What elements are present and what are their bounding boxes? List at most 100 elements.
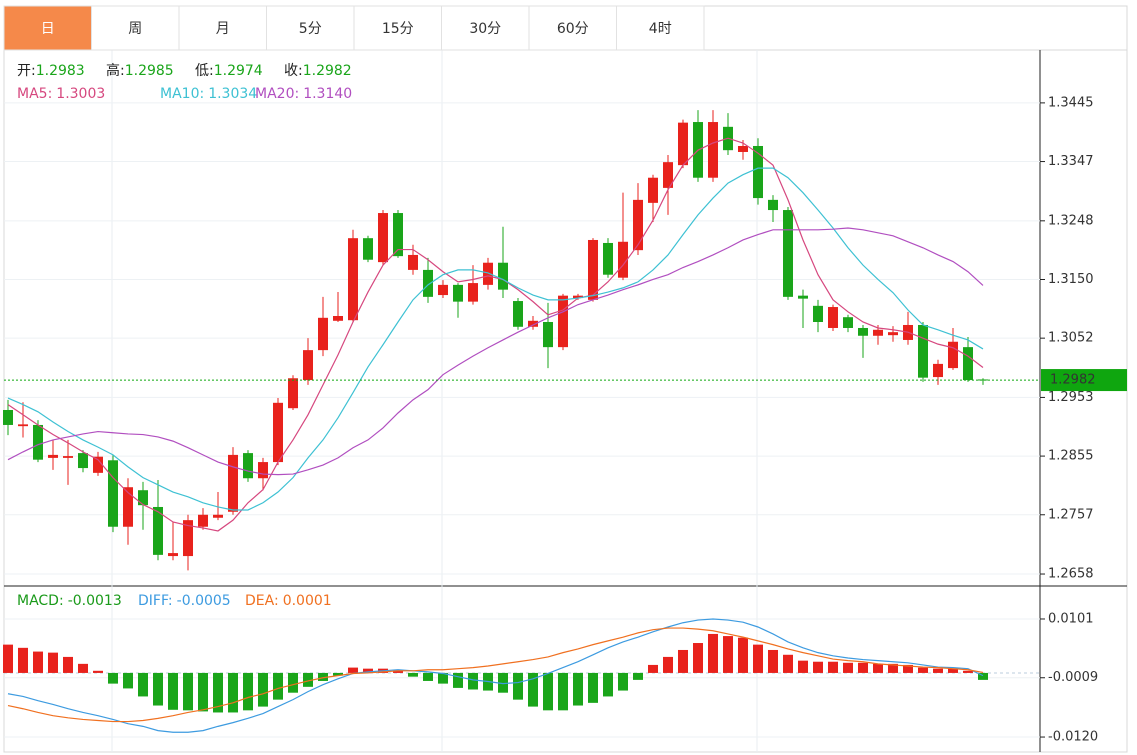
histogram-bar — [603, 672, 613, 697]
histogram-bar — [858, 662, 868, 673]
histogram-bar — [798, 660, 808, 673]
histogram-bar — [753, 644, 763, 673]
legend-entry: DEA: 0.0001 — [245, 593, 332, 609]
histogram-bar — [948, 668, 958, 673]
histogram-bar — [903, 664, 913, 673]
histogram-bar — [258, 672, 268, 707]
candle-body — [48, 454, 58, 458]
histogram-bar — [93, 670, 103, 673]
candle-body — [138, 490, 148, 506]
candle-body — [963, 347, 973, 381]
candle-body — [423, 269, 433, 297]
histogram-bar — [198, 672, 208, 712]
y-tick-label: 1.3347 — [1048, 154, 1094, 169]
tab-label[interactable]: 30分 — [469, 21, 501, 37]
candle-body — [183, 520, 193, 557]
histogram-bar — [333, 672, 343, 676]
y-tick-label: 1.2855 — [1048, 449, 1094, 464]
candle-body — [273, 402, 283, 463]
y-tick-label: -0.0120 — [1048, 730, 1098, 745]
tab[interactable] — [528, 5, 617, 51]
histogram-bar — [693, 643, 703, 673]
tab[interactable] — [266, 5, 355, 51]
histogram-bar — [438, 672, 448, 684]
readout-label: 高: — [106, 62, 125, 79]
candle-body — [498, 262, 508, 290]
candle-body — [573, 295, 583, 299]
histogram-bar — [168, 672, 178, 710]
series-line — [7, 618, 984, 733]
histogram-bar — [288, 672, 298, 693]
candle-body — [753, 145, 763, 199]
histogram-bar — [573, 672, 583, 706]
histogram-bar — [828, 661, 838, 673]
last-price-label: 1.2982 — [1050, 373, 1096, 388]
y-tick-label: 1.3445 — [1048, 95, 1094, 110]
candle-body — [468, 283, 478, 302]
tab[interactable] — [3, 5, 92, 51]
legend-value: 1.3003 — [56, 86, 105, 102]
legend-entry: MA10: 1.3034 — [160, 86, 257, 102]
readout-value: 1.2974 — [214, 63, 263, 79]
y-tick-label: 1.3150 — [1048, 272, 1094, 287]
candle-body — [213, 514, 223, 518]
candle-body — [348, 238, 358, 321]
histogram-bar — [633, 672, 643, 680]
histogram-bar — [273, 672, 283, 700]
histogram-bar — [393, 670, 403, 673]
legend-name: MACD: — [17, 593, 64, 609]
histogram-bar — [48, 652, 58, 673]
histogram-bar — [303, 672, 313, 687]
histogram-bar — [18, 647, 28, 673]
candle-body — [798, 295, 808, 299]
candle-body — [243, 453, 253, 479]
candle-body — [168, 553, 178, 557]
legend-value: 1.3140 — [303, 86, 352, 102]
candle-body — [453, 284, 463, 302]
candle-body — [18, 424, 28, 427]
candle-body — [543, 321, 553, 348]
candle-body — [198, 514, 208, 527]
candle-body — [408, 254, 418, 270]
candle-body — [78, 453, 88, 469]
histogram-bar — [978, 672, 988, 680]
y-tick-label: 1.3052 — [1048, 331, 1094, 346]
y-tick-label: 1.2953 — [1048, 390, 1094, 405]
histogram-bar — [33, 651, 43, 673]
tab-label[interactable]: 5分 — [299, 21, 322, 37]
legend-name: MA10: — [160, 86, 204, 102]
series-line — [7, 167, 984, 511]
candle-body — [333, 316, 343, 321]
legend-entry: DIFF: -0.0005 — [138, 593, 231, 609]
tab[interactable] — [616, 5, 705, 51]
candle-body — [858, 327, 868, 336]
readout: 收:1.2982 — [284, 63, 352, 79]
candle-body — [948, 341, 958, 369]
readout-label: 低: — [195, 63, 214, 79]
tab-label[interactable]: 4时 — [649, 21, 672, 37]
candle-body — [708, 122, 718, 178]
candle-body — [393, 213, 403, 257]
tab-label[interactable]: 月 — [216, 21, 230, 37]
histogram-bar — [453, 672, 463, 688]
histogram-bar — [153, 672, 163, 706]
tab[interactable] — [353, 5, 442, 51]
histogram-bar — [873, 663, 883, 673]
histogram-bar — [708, 633, 718, 673]
candle-body — [3, 409, 13, 425]
readout: 高:1.2985 — [106, 62, 174, 79]
tab-label[interactable]: 60分 — [557, 21, 589, 37]
tab[interactable] — [441, 5, 530, 51]
candle-body — [633, 199, 643, 251]
series-line — [7, 227, 984, 476]
histogram-bar — [933, 668, 943, 673]
tab-label[interactable]: 15分 — [382, 21, 414, 37]
histogram-bar — [213, 672, 223, 713]
tab-label[interactable]: 周 — [128, 21, 142, 37]
y-tick-label: 1.2658 — [1048, 567, 1094, 582]
candle-body — [483, 262, 493, 285]
histogram-bar — [813, 661, 823, 673]
candle-body — [618, 241, 628, 278]
tab-label[interactable]: 日 — [41, 21, 55, 37]
